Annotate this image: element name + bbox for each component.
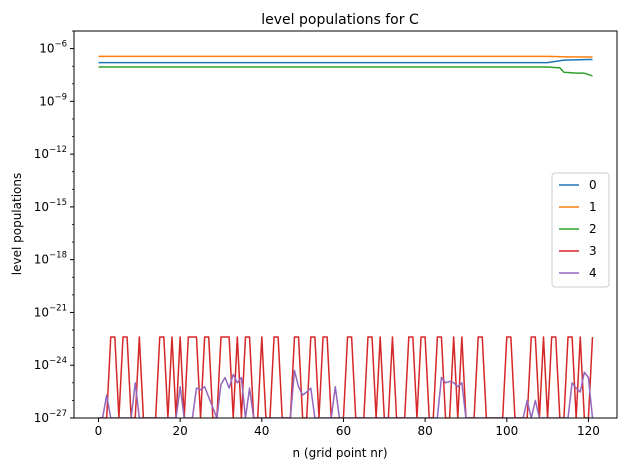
x-tick-label: 120 (577, 424, 600, 438)
plot-area (98, 55, 594, 418)
chart-title: level populations for C (261, 12, 419, 28)
legend-label-0: 0 (589, 178, 597, 192)
x-axis: 0 20 40 60 80 100 120 (95, 418, 600, 438)
x-tick-label: 40 (254, 424, 269, 438)
legend-label-1: 1 (589, 200, 597, 214)
x-tick-label: 20 (173, 424, 188, 438)
series-line-1 (98, 55, 593, 58)
series-line-0 (98, 58, 593, 64)
series-line-2 (98, 66, 593, 77)
legend-label-4: 4 (589, 266, 597, 280)
y-tick-label: 10−6 (39, 40, 67, 56)
series-line-3 (98, 336, 594, 418)
y-tick-label: 10−15 (34, 198, 67, 214)
y-tick-label: 10−27 (34, 409, 67, 425)
legend-label-3: 3 (589, 244, 597, 258)
y-tick-label: 10−24 (34, 356, 67, 372)
x-tick-label: 100 (495, 424, 518, 438)
x-tick-label: 60 (336, 424, 351, 438)
y-tick-label: 10−9 (39, 92, 67, 108)
x-axis-label: n (grid point nr) (292, 446, 387, 460)
y-axis: 10−27 10−24 10−21 10−18 10−15 10−12 10−9 10−6 (34, 30, 74, 425)
legend-label-2: 2 (589, 222, 597, 236)
legend: 0 1 2 3 4 (551, 172, 610, 288)
x-tick-label: 80 (417, 424, 432, 438)
y-tick-label: 10−12 (34, 145, 67, 161)
x-tick-label: 0 (95, 424, 103, 438)
y-tick-label: 10−18 (34, 251, 67, 267)
legend-box (551, 172, 610, 288)
y-axis-label: level populations (10, 173, 24, 275)
y-tick-label: 10−21 (34, 303, 67, 319)
series-line-4 (98, 369, 594, 418)
